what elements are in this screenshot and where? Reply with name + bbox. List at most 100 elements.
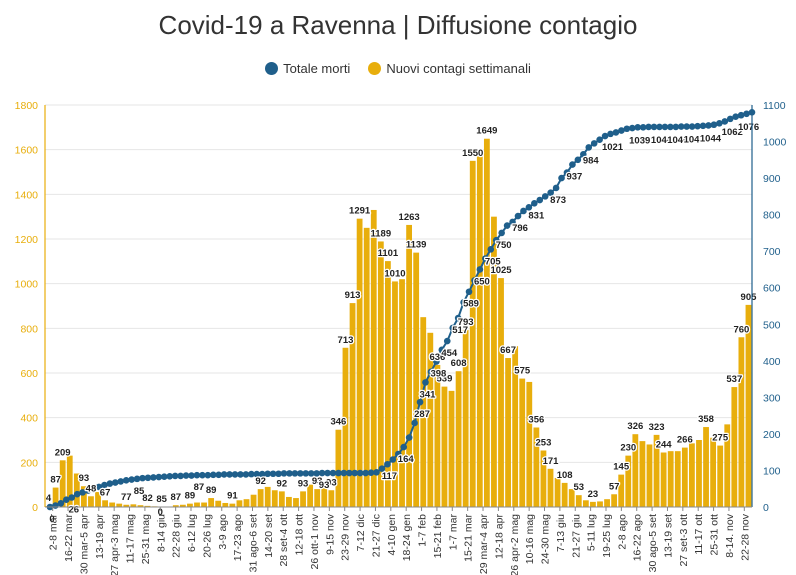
- bar: [667, 451, 674, 507]
- deaths-point: [710, 121, 718, 129]
- left-axis-tick-label: 400: [20, 413, 38, 425]
- bar: [498, 278, 504, 507]
- bar: [717, 445, 724, 507]
- deaths-point: [465, 288, 473, 296]
- deaths-point: [318, 469, 326, 477]
- bar: [689, 443, 695, 507]
- x-axis-tick-label: 27 set-3 ott: [678, 514, 690, 567]
- bar: [130, 504, 137, 507]
- bar-data-label: 91: [227, 491, 238, 502]
- bar: [413, 252, 420, 507]
- x-axis-tick-label: 7-13 giu: [555, 514, 567, 552]
- x-axis-tick-label: 10-16 mag: [524, 514, 536, 564]
- bar-data-label: 713: [338, 335, 354, 346]
- bar: [300, 491, 306, 507]
- legend-item-cases[interactable]: Nuovi contagi settimanali: [368, 61, 531, 76]
- x-axis-tick-label: 25-31 ott: [709, 514, 721, 556]
- bar: [349, 303, 356, 507]
- deaths-point: [373, 468, 380, 476]
- bar: [582, 500, 589, 507]
- deaths-point: [264, 470, 271, 478]
- bar-data-label: 266: [677, 435, 693, 446]
- deaths-point: [558, 174, 565, 182]
- bar-data-label: 1649: [476, 126, 497, 137]
- bar: [286, 496, 292, 507]
- bar: [540, 450, 547, 507]
- right-axis-tick-label: 500: [763, 319, 781, 331]
- x-axis-tick-label: 28 set-4 ott: [278, 514, 290, 567]
- bar-data-label: 93: [298, 478, 309, 489]
- deaths-point: [231, 471, 239, 478]
- bar: [434, 364, 441, 507]
- line-data-label: 705: [485, 256, 502, 267]
- bar: [618, 474, 625, 507]
- line-data-label: 398: [430, 369, 446, 380]
- x-axis-tick-label: 15-21 mar: [463, 514, 475, 562]
- left-axis-tick-label: 800: [20, 323, 38, 335]
- bar: [208, 498, 215, 507]
- deaths-point: [215, 471, 222, 479]
- deaths-point: [242, 471, 250, 478]
- bar: [144, 505, 151, 507]
- deaths-point: [166, 473, 174, 480]
- bar-data-label: 539: [437, 374, 453, 385]
- deaths-point: [133, 475, 141, 483]
- bar-data-label: 89: [206, 485, 217, 496]
- bar: [526, 381, 533, 507]
- x-axis-tick-label: 29 mar-4 apr: [478, 513, 490, 574]
- deaths-point: [411, 419, 418, 427]
- deaths-point: [601, 132, 609, 140]
- bar: [73, 473, 80, 507]
- deaths-point: [688, 123, 696, 130]
- x-axis-tick-label: 27 apr-3 mag: [109, 514, 121, 575]
- bar: [52, 487, 59, 507]
- x-axis-tick-label: 30 ago-5 set: [647, 514, 659, 572]
- bar-data-label: 1550: [462, 148, 483, 159]
- deaths-point: [340, 469, 348, 477]
- deaths-point: [487, 246, 495, 253]
- bar: [441, 386, 448, 507]
- deaths-point: [574, 156, 582, 164]
- chart-title: Covid-19 a Ravenna | Diffusione contagio: [158, 10, 638, 40]
- deaths-point: [128, 476, 135, 483]
- line-data-label: 831: [528, 210, 545, 221]
- deaths-point: [302, 470, 310, 477]
- deaths-point: [460, 299, 467, 306]
- x-axis-tick-label: 15-21 feb: [432, 514, 444, 559]
- x-axis-tick-label: 3-9 ago: [217, 514, 229, 550]
- deaths-point: [427, 368, 435, 376]
- bar: [179, 504, 186, 507]
- bar: [236, 500, 243, 507]
- deaths-point: [547, 189, 554, 197]
- bar: [377, 241, 384, 507]
- bar: [172, 505, 179, 507]
- bar: [745, 304, 752, 507]
- deaths-point: [177, 472, 184, 480]
- deaths-point: [160, 473, 168, 480]
- bar: [250, 494, 257, 507]
- bar: [257, 489, 264, 507]
- line-data-label: 87: [194, 482, 205, 493]
- deaths-point: [677, 123, 685, 130]
- deaths-point: [699, 122, 707, 130]
- bar: [632, 434, 639, 507]
- deaths-point: [541, 193, 549, 200]
- right-axis-tick-label: 400: [763, 356, 781, 368]
- deaths-point: [661, 123, 669, 131]
- legend-item-deaths[interactable]: Totale morti: [265, 61, 350, 76]
- bar: [724, 424, 731, 507]
- deaths-point: [68, 494, 76, 501]
- bar: [384, 261, 391, 507]
- right-axis-tick-label: 100: [763, 465, 781, 477]
- line-data-label: 1044: [700, 133, 722, 144]
- bar-data-label: 793: [458, 317, 474, 328]
- right-axis-tick-label: 600: [763, 283, 781, 295]
- deaths-point: [498, 229, 505, 237]
- bar-data-label: 48: [86, 483, 97, 494]
- line-data-label: 164: [398, 454, 415, 465]
- deaths-point: [329, 469, 337, 477]
- x-axis-tick-label: 21-27 dic: [370, 514, 382, 557]
- bar-data-label: 93: [79, 473, 90, 484]
- bar-data-label: 1010: [384, 268, 405, 279]
- line-data-label: 796: [512, 223, 528, 234]
